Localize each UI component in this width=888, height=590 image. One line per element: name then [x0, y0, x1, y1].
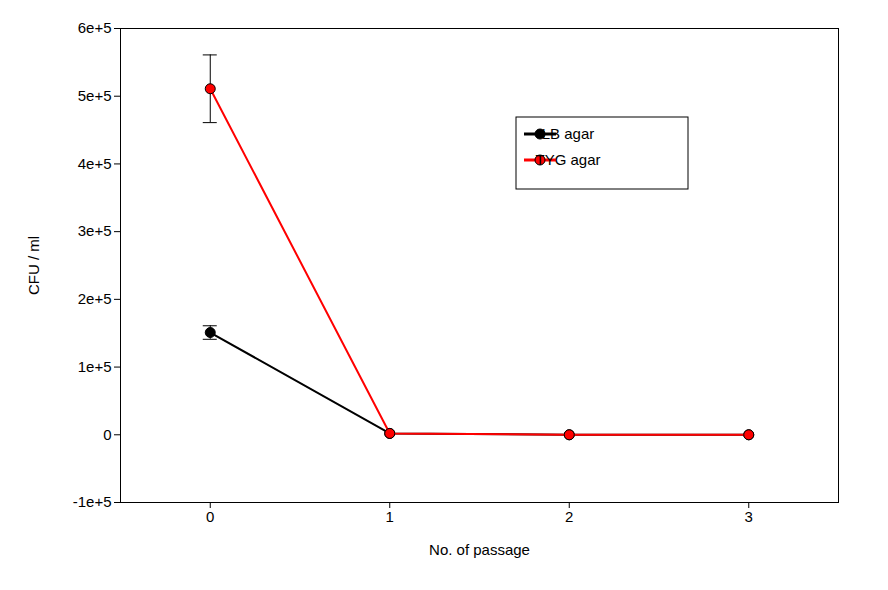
svg-text:6e+5: 6e+5 [78, 19, 112, 36]
svg-text:1e+5: 1e+5 [78, 358, 112, 375]
svg-text:CFU / ml: CFU / ml [25, 236, 42, 295]
svg-text:No. of passage: No. of passage [429, 541, 530, 558]
svg-text:1: 1 [386, 508, 394, 525]
svg-text:3e+5: 3e+5 [78, 222, 112, 239]
svg-text:0: 0 [206, 508, 214, 525]
svg-text:3: 3 [745, 508, 753, 525]
svg-text:-1e+5: -1e+5 [73, 493, 112, 510]
svg-text:2: 2 [565, 508, 573, 525]
svg-text:4e+5: 4e+5 [78, 155, 112, 172]
svg-text:5e+5: 5e+5 [78, 87, 112, 104]
svg-text:TYG agar: TYG agar [535, 151, 600, 168]
svg-text:0: 0 [103, 426, 111, 443]
svg-text:2e+5: 2e+5 [78, 290, 112, 307]
svg-text:LB agar: LB agar [542, 125, 595, 142]
